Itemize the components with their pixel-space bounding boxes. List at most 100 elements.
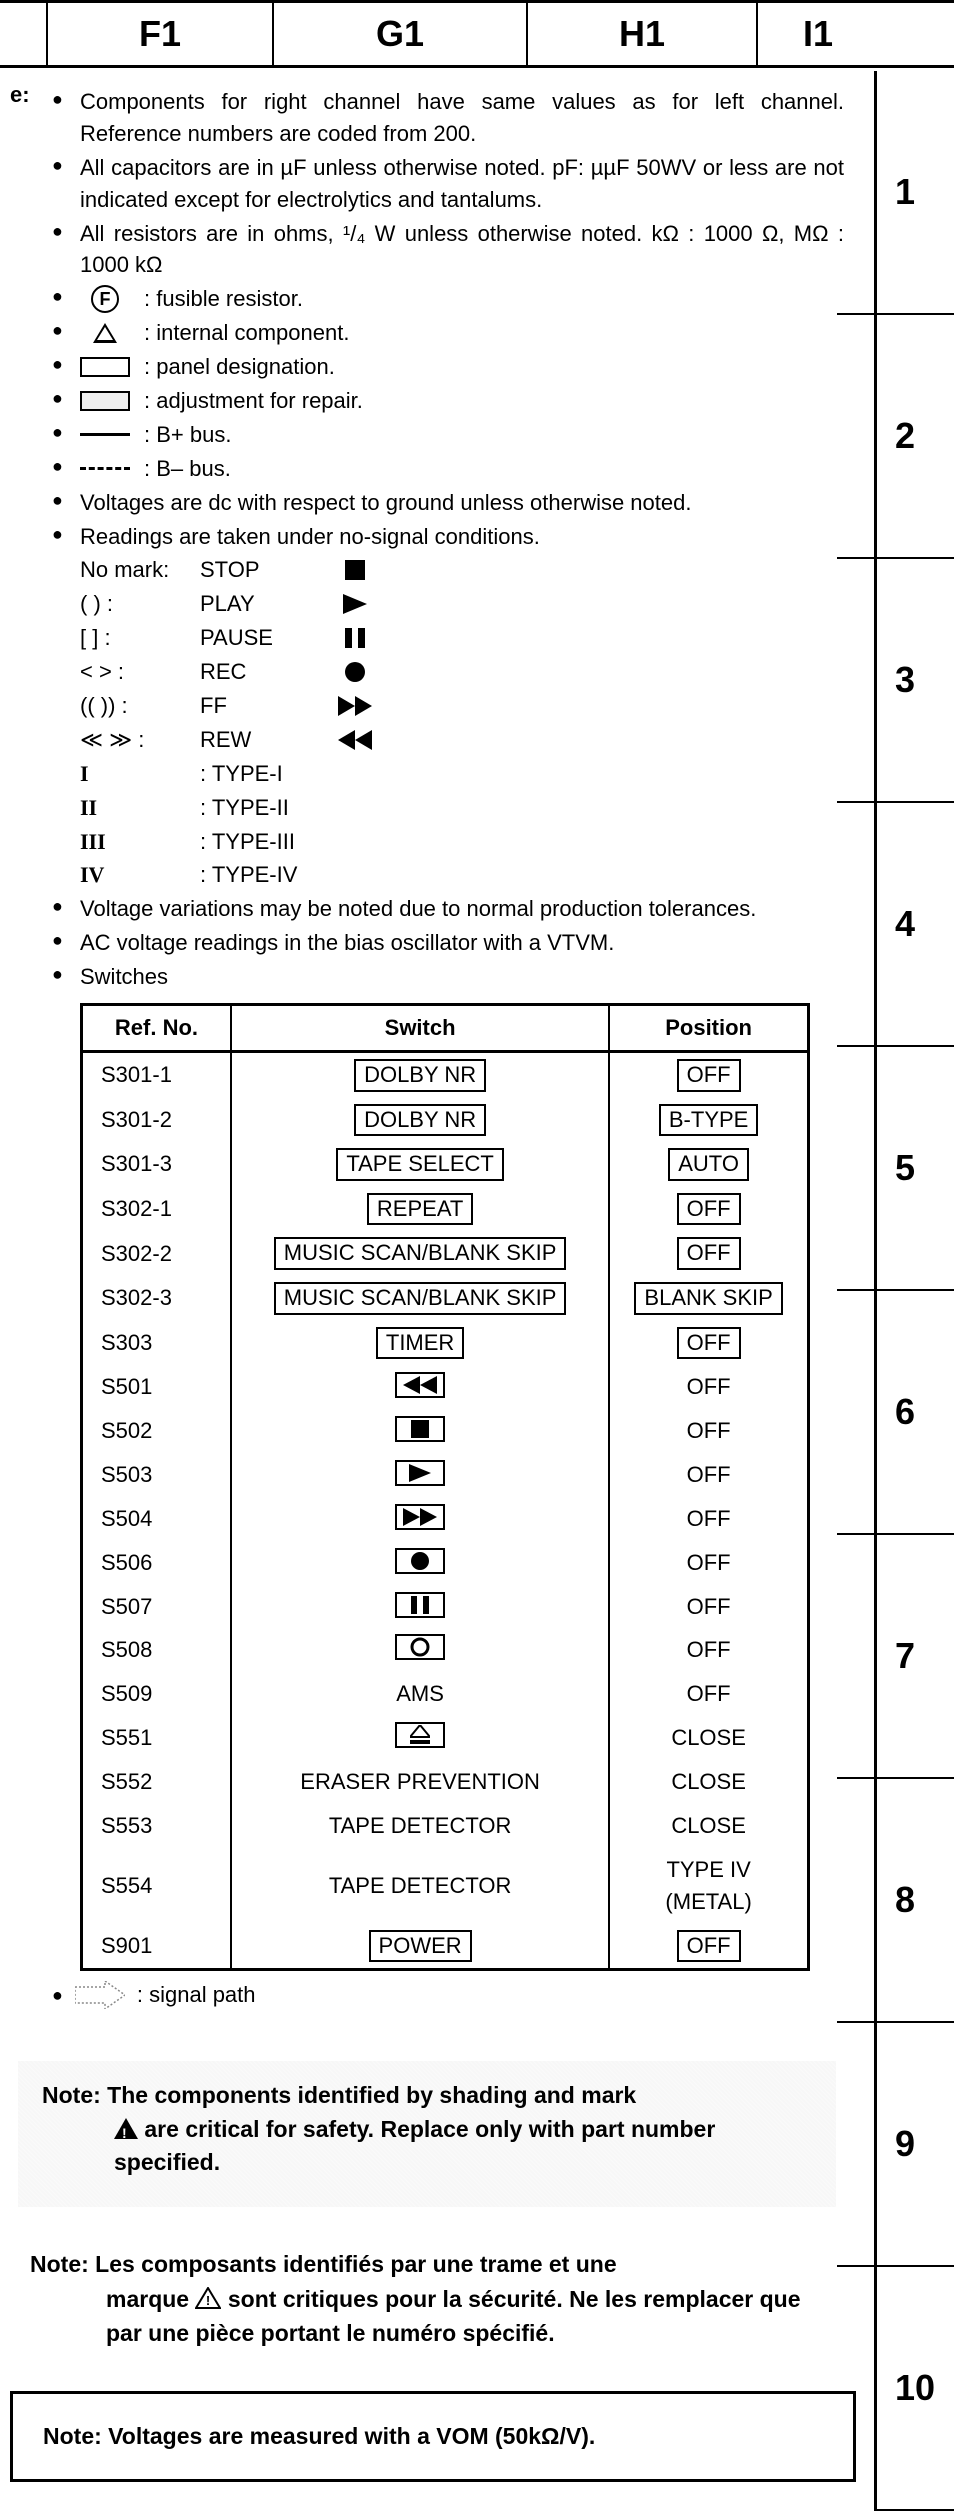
table-row: S509AMSOFF xyxy=(82,1672,809,1716)
bplus-line-icon xyxy=(80,433,130,436)
cell-switch: REPEAT xyxy=(231,1187,609,1232)
cell-ref: S554 xyxy=(82,1848,231,1924)
cell-switch: POWER xyxy=(231,1924,609,1970)
cell-switch xyxy=(231,1585,609,1629)
cell-ref: S507 xyxy=(82,1585,231,1629)
bullet-adjust: : adjustment for repair. xyxy=(52,385,844,417)
cell-switch: TAPE DETECTOR xyxy=(231,1804,609,1848)
cell-position: OFF xyxy=(609,1541,808,1585)
col-G1: G1 xyxy=(274,3,528,65)
cell-switch xyxy=(231,1541,609,1585)
bullet-resistors: All resistors are in ohms, ¹/₄ W unless … xyxy=(52,218,844,282)
cell-switch xyxy=(231,1716,609,1760)
bullet-capacitors: All capacitors are in µF unless otherwis… xyxy=(52,152,844,216)
cell-ref: S506 xyxy=(82,1541,231,1585)
table-row: S301-3TAPE SELECTAUTO xyxy=(82,1142,809,1187)
cell-switch: TIMER xyxy=(231,1321,609,1366)
table-row: S552ERASER PREVENTIONCLOSE xyxy=(82,1760,809,1804)
th-switch: Switch xyxy=(231,1005,609,1052)
ruler-num-4: 4 xyxy=(895,903,915,945)
table-row: S901POWEROFF xyxy=(82,1924,809,1970)
cell-ref: S301-3 xyxy=(82,1142,231,1187)
cell-ref: S301-1 xyxy=(82,1051,231,1097)
table-row: S504OFF xyxy=(82,1497,809,1541)
th-position: Position xyxy=(609,1005,808,1052)
table-row: S551CLOSE xyxy=(82,1716,809,1760)
cell-ref: S508 xyxy=(82,1628,231,1672)
cell-position: OFF xyxy=(609,1924,808,1970)
bullet-voltages: Voltages are dc with respect to ground u… xyxy=(52,487,844,519)
cell-ref: S302-3 xyxy=(82,1276,231,1321)
cell-position: OFF xyxy=(609,1409,808,1453)
note-prefix: e: xyxy=(10,82,30,108)
bullet-voltage-var: Voltage variations may be noted due to n… xyxy=(52,893,844,925)
bullet-signal-path: ● : signal path xyxy=(52,1979,844,2011)
eject-icon xyxy=(395,1722,445,1748)
rec-icon xyxy=(395,1548,445,1574)
cell-position: OFF xyxy=(609,1453,808,1497)
bullet-internal: : internal component. xyxy=(52,317,844,349)
bullet-fusible: F : fusible resistor. xyxy=(52,283,844,315)
adjust-box-icon xyxy=(80,391,130,411)
cell-switch: TAPE DETECTOR xyxy=(231,1848,609,1924)
ruler-num-3: 3 xyxy=(895,659,915,701)
ruler-seg-3: 3 xyxy=(877,559,954,803)
cell-ref: S503 xyxy=(82,1453,231,1497)
cell-position: OFF xyxy=(609,1051,808,1097)
svg-text:!: ! xyxy=(206,2293,210,2308)
play-icon xyxy=(395,1460,445,1486)
table-row: S502OFF xyxy=(82,1409,809,1453)
row-ruler: 12345678910 xyxy=(874,71,954,2511)
signal-path-arrow-icon xyxy=(75,1981,125,2009)
stop-icon xyxy=(330,560,380,580)
cell-switch: DOLBY NR xyxy=(231,1098,609,1143)
play-icon xyxy=(330,594,380,614)
cell-switch: ERASER PREVENTION xyxy=(231,1760,609,1804)
ruler-num-5: 5 xyxy=(895,1147,915,1189)
bullet-bminus: : B– bus. xyxy=(52,453,844,485)
cell-position: TYPE IV (METAL) xyxy=(609,1848,808,1924)
ruler-num-1: 1 xyxy=(895,171,915,213)
ruler-seg-7: 7 xyxy=(877,1535,954,1779)
pause-icon xyxy=(330,628,380,648)
safety-note: Note: The components identified by shadi… xyxy=(18,2061,836,2207)
french-note: Note: Les composants identifiés par une … xyxy=(30,2247,824,2351)
cell-ref: S551 xyxy=(82,1716,231,1760)
cell-position: B-TYPE xyxy=(609,1098,808,1143)
bullet-readings: Readings are taken under no-signal condi… xyxy=(52,521,844,892)
table-row: S501 OFF xyxy=(82,1365,809,1409)
cell-position: OFF xyxy=(609,1321,808,1366)
ff-icon xyxy=(395,1504,445,1530)
ruler-seg-5: 5 xyxy=(877,1047,954,1291)
col-I1: I1 xyxy=(758,3,878,65)
switch-table: Ref. No. Switch Position S301-1DOLBY NRO… xyxy=(80,1003,810,1971)
cell-switch xyxy=(231,1628,609,1672)
ruler-seg-2: 2 xyxy=(877,315,954,559)
cell-ref: S504 xyxy=(82,1497,231,1541)
table-row: S302-2MUSIC SCAN/BLANK SKIPOFF xyxy=(82,1231,809,1276)
rec-icon xyxy=(330,662,380,682)
table-row: S303TIMEROFF xyxy=(82,1321,809,1366)
table-row: S302-1REPEATOFF xyxy=(82,1187,809,1232)
stop-icon xyxy=(395,1416,445,1442)
cell-position: BLANK SKIP xyxy=(609,1276,808,1321)
bullet-ac-voltage: AC voltage readings in the bias oscillat… xyxy=(52,927,844,959)
cell-switch: MUSIC SCAN/BLANK SKIP xyxy=(231,1276,609,1321)
circle-icon xyxy=(395,1634,445,1660)
ruler-seg-6: 6 xyxy=(877,1291,954,1535)
table-row: S553TAPE DETECTORCLOSE xyxy=(82,1804,809,1848)
cell-position: AUTO xyxy=(609,1142,808,1187)
th-ref: Ref. No. xyxy=(82,1005,231,1052)
ruler-num-8: 8 xyxy=(895,1879,915,1921)
cell-ref: S302-1 xyxy=(82,1187,231,1232)
table-row: S506 OFF xyxy=(82,1541,809,1585)
cell-ref: S501 xyxy=(82,1365,231,1409)
ruler-seg-10: 10 xyxy=(877,2267,954,2511)
ruler-seg-1: 1 xyxy=(877,71,954,315)
cell-position: OFF xyxy=(609,1365,808,1409)
cell-ref: S553 xyxy=(82,1804,231,1848)
table-row: S503 OFF xyxy=(82,1453,809,1497)
fusible-icon: F xyxy=(91,285,119,313)
cell-ref: S303 xyxy=(82,1321,231,1366)
cell-switch xyxy=(231,1409,609,1453)
